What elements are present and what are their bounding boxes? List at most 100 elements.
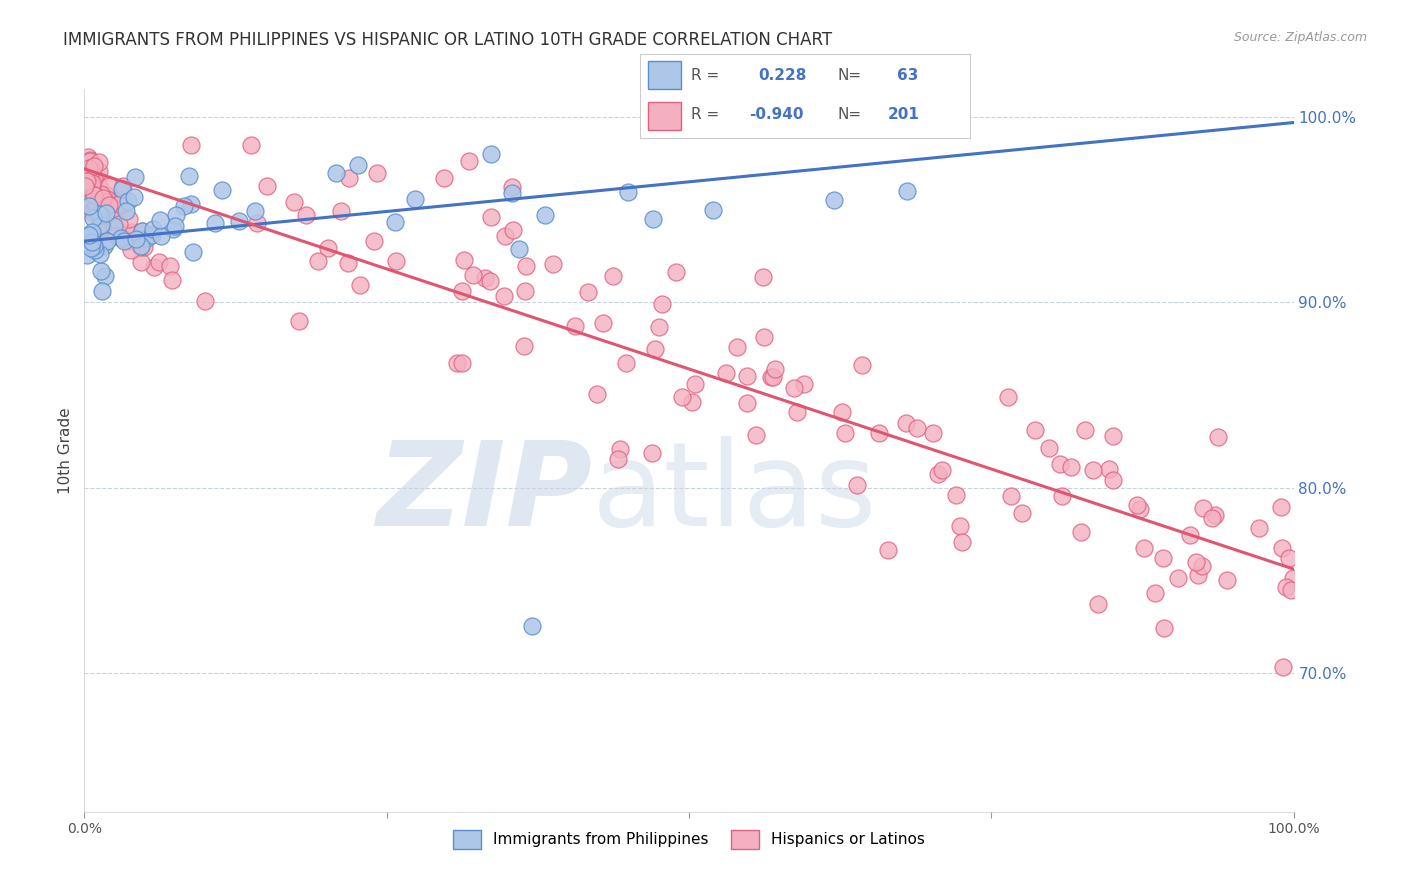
Point	[91, 191, 114, 205]
Point	[927, 467, 949, 481]
Point	[89, 247, 111, 261]
Point	[77, 170, 100, 185]
Point	[149, 213, 172, 227]
Point	[763, 362, 786, 376]
Point	[644, 342, 666, 356]
Point	[617, 186, 640, 200]
Point	[180, 137, 202, 152]
Point	[76, 150, 98, 164]
Point	[129, 255, 152, 269]
Point	[73, 178, 96, 193]
Point	[1070, 524, 1092, 539]
Text: IMMIGRANTS FROM PHILIPPINES VS HISPANIC OR LATINO 10TH GRADE CORRELATION CHART: IMMIGRANTS FROM PHILIPPINES VS HISPANIC …	[63, 31, 832, 49]
Point	[82, 211, 104, 225]
Point	[602, 269, 624, 284]
Point	[80, 235, 103, 250]
Point	[404, 192, 426, 206]
Point	[1133, 541, 1156, 555]
Point	[823, 194, 845, 208]
Point	[148, 255, 170, 269]
Point	[1216, 573, 1239, 587]
Point	[79, 175, 101, 189]
Point	[180, 196, 202, 211]
Point	[614, 356, 637, 370]
Point	[80, 173, 103, 187]
Point	[1038, 441, 1060, 455]
Text: atlas: atlas	[592, 436, 877, 551]
Point	[79, 169, 101, 184]
Point	[494, 228, 516, 243]
Text: R =: R =	[690, 107, 720, 122]
Point	[82, 235, 104, 250]
Point	[96, 234, 118, 248]
Point	[1281, 571, 1303, 585]
Point	[1274, 580, 1296, 594]
Point	[76, 248, 98, 262]
Point	[1098, 461, 1121, 475]
Point	[671, 390, 693, 404]
Point	[82, 194, 104, 208]
Point	[80, 174, 103, 188]
Point	[83, 188, 105, 202]
Point	[162, 273, 184, 287]
Point	[97, 198, 120, 212]
Point	[1191, 559, 1213, 574]
Point	[89, 217, 111, 231]
Point	[204, 216, 226, 230]
Point	[105, 202, 128, 216]
Point	[1271, 541, 1294, 556]
Point	[997, 390, 1019, 404]
Point	[1128, 502, 1150, 516]
Point	[86, 201, 108, 215]
Point	[515, 284, 537, 298]
Point	[91, 202, 114, 216]
Point	[75, 155, 97, 169]
Point	[83, 159, 105, 173]
Point	[76, 197, 98, 211]
Point	[90, 208, 112, 222]
Point	[1167, 571, 1189, 585]
Point	[194, 293, 217, 308]
Point	[80, 164, 103, 178]
Point	[97, 220, 120, 235]
Point	[94, 206, 117, 220]
Point	[211, 183, 233, 197]
Point	[76, 201, 98, 215]
Point	[295, 208, 318, 222]
Point	[1204, 508, 1226, 523]
Point	[702, 202, 724, 217]
Text: ZIP: ZIP	[377, 436, 592, 551]
Point	[143, 260, 166, 274]
Point	[450, 284, 472, 298]
Point	[831, 404, 853, 418]
Point	[1087, 598, 1109, 612]
Point	[149, 228, 172, 243]
Point	[648, 320, 671, 334]
Point	[868, 425, 890, 440]
Point	[783, 381, 806, 395]
Point	[651, 297, 673, 311]
Point	[141, 228, 163, 243]
Point	[307, 254, 329, 268]
Point	[714, 366, 737, 380]
Point	[89, 164, 111, 178]
Point	[508, 242, 530, 256]
Point	[117, 234, 139, 248]
Point	[79, 153, 101, 168]
Point	[851, 358, 873, 372]
Point	[609, 442, 631, 456]
Point	[683, 377, 706, 392]
Point	[132, 240, 155, 254]
Point	[117, 194, 139, 209]
Point	[501, 186, 523, 200]
Point	[87, 205, 110, 219]
Point	[453, 253, 475, 268]
Point	[90, 187, 112, 202]
Point	[75, 168, 97, 182]
Point	[107, 197, 129, 211]
Point	[1185, 555, 1208, 569]
Point	[142, 222, 165, 236]
Point	[159, 259, 181, 273]
Point	[1192, 500, 1215, 515]
Point	[1208, 430, 1230, 444]
